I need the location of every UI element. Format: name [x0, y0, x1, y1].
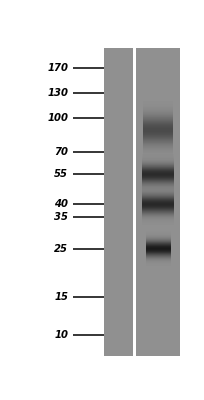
Bar — [104, 48, 133, 356]
Text: 55: 55 — [54, 169, 68, 179]
Text: 35: 35 — [54, 212, 68, 222]
Text: 40: 40 — [54, 199, 68, 209]
Text: 100: 100 — [47, 113, 68, 123]
Text: 25: 25 — [54, 244, 68, 254]
Bar — [135, 48, 180, 356]
Text: 70: 70 — [54, 146, 68, 156]
Bar — [133, 48, 135, 356]
Text: 15: 15 — [54, 292, 68, 302]
Text: 10: 10 — [54, 330, 68, 340]
Text: 170: 170 — [47, 63, 68, 73]
Text: 130: 130 — [47, 88, 68, 98]
